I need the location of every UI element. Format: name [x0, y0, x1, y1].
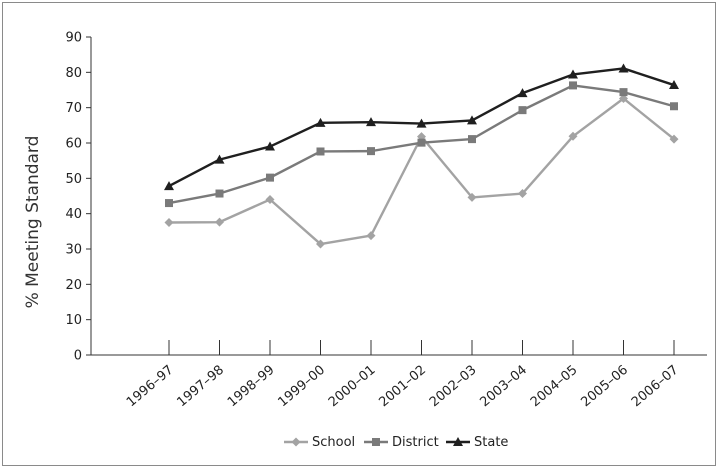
legend: School District State: [284, 435, 508, 450]
school-point: [265, 195, 275, 205]
legend-label: School: [312, 435, 355, 450]
y-tick-label: 40: [65, 207, 82, 222]
x-tick-label: 2002–03: [427, 363, 480, 411]
x-tick-label: 1997–98: [174, 363, 227, 411]
district-point: [670, 102, 678, 111]
school-point: [366, 231, 376, 241]
state-point: [568, 69, 578, 79]
y-tick-label: 60: [65, 137, 82, 152]
state-point: [366, 117, 376, 127]
school-point: [316, 239, 325, 249]
state-point: [416, 118, 427, 128]
school-point: [164, 218, 174, 227]
legend-label: State: [474, 435, 508, 450]
y-tick-label: 20: [65, 278, 82, 293]
y-axis: 0 10 20 30 40 50 60 70 80 90: [65, 31, 92, 364]
series-school: [164, 93, 679, 249]
district-point: [165, 199, 173, 208]
state-point: [517, 88, 528, 98]
x-tick-label: 2003–04: [477, 363, 530, 411]
district-point: [417, 138, 426, 147]
legend-item-state: State: [446, 435, 508, 450]
x-tick-label: 1998–99: [225, 363, 278, 411]
legend-marker: [372, 438, 380, 446]
school-point: [669, 134, 679, 144]
series-layer: [164, 63, 679, 249]
y-tick-label: 50: [65, 172, 82, 187]
y-tick-label: 70: [65, 101, 82, 116]
legend-marker: [291, 437, 301, 447]
series-state: [164, 63, 679, 191]
state-point: [315, 117, 326, 127]
legend-marker: [453, 437, 463, 446]
district-point: [569, 81, 577, 90]
state-point: [467, 115, 477, 125]
chart-frame: [2, 2, 716, 466]
district-point: [266, 173, 274, 182]
district-point: [316, 147, 325, 156]
y-tick-label: 10: [65, 313, 82, 328]
district-point: [619, 88, 628, 97]
x-tick-label: 1996–97: [124, 363, 177, 411]
y-axis-label: % Meeting Standard: [23, 136, 43, 309]
x-tick-label: 2004–05: [528, 363, 581, 411]
district-point: [367, 147, 375, 156]
legend-item-district: District: [364, 435, 439, 450]
state-point: [214, 154, 225, 164]
state-point: [265, 141, 275, 151]
x-axis: 1996–971997–981998–991999–002000–012001–…: [91, 340, 707, 410]
y-tick-label: 0: [74, 349, 82, 364]
legend-label: District: [392, 435, 439, 450]
x-tick-label: 2005–06: [578, 363, 631, 411]
legend-item-school: School: [284, 435, 355, 450]
school-point: [518, 189, 527, 199]
district-point: [215, 189, 224, 198]
series-district: [165, 81, 678, 208]
state-point: [618, 63, 629, 73]
y-tick-label: 30: [65, 243, 82, 258]
y-tick-label: 90: [65, 31, 82, 46]
state-point: [669, 80, 679, 90]
x-tick-label: 1999–00: [275, 363, 328, 411]
school-point: [215, 217, 224, 227]
school-point: [619, 93, 628, 103]
x-tick-label: 2001–02: [376, 363, 429, 411]
state-point: [164, 181, 174, 191]
x-tick-label: 2006–07: [629, 363, 682, 411]
y-tick-label: 80: [65, 66, 82, 81]
district-point: [468, 135, 476, 144]
school-point: [568, 131, 578, 141]
school-point: [467, 192, 477, 202]
district-point: [518, 106, 527, 115]
x-tick-label: 2000–01: [326, 363, 379, 411]
